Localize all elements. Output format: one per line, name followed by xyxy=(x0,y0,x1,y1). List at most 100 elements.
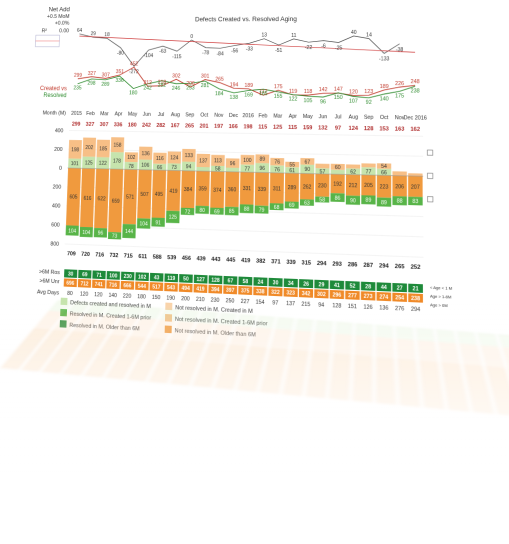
positive-bar-segment xyxy=(226,168,240,172)
month-label: May xyxy=(303,114,314,120)
backlog-total-value: 456 xyxy=(182,255,191,262)
net-add-value: 0 xyxy=(190,34,193,40)
gt6m-value: 58 xyxy=(242,279,248,286)
reflection-bar xyxy=(376,325,394,339)
net-add-value: 64 xyxy=(77,28,83,34)
resolved-value: 169 xyxy=(244,92,253,98)
y-tick-label: 200 xyxy=(52,184,61,190)
resolved-value: 150 xyxy=(334,95,343,101)
negative-bar-label: 507 xyxy=(140,192,149,199)
gt6m-value: 26 xyxy=(303,281,309,288)
lt6m-value: 419 xyxy=(196,286,205,293)
positive-bar-segment xyxy=(346,164,360,168)
positive-bar-label: 116 xyxy=(156,156,164,162)
negative-bar-label: 144 xyxy=(125,229,134,236)
created-row-value: 159 xyxy=(303,125,312,131)
backlog-total-value: 339 xyxy=(286,259,296,266)
negative-bar-label: 58 xyxy=(319,197,325,204)
created-value: 351 xyxy=(116,69,125,75)
reflection-bar xyxy=(295,318,314,331)
created-value: 194 xyxy=(230,82,239,88)
gt6m-value: 102 xyxy=(138,274,147,281)
lt6m-value: 274 xyxy=(379,294,388,301)
net-add-value: 13 xyxy=(261,33,267,39)
backlog-total-value: 252 xyxy=(411,264,421,271)
chart-title: Defects Created vs. Resolved Aging xyxy=(195,16,297,24)
negative-bar-label: 331 xyxy=(243,186,252,193)
created-value: 189 xyxy=(244,83,253,89)
negative-bar-label: 104 xyxy=(140,221,149,228)
month-label: 2016 xyxy=(242,113,254,119)
resolved-value: 185 xyxy=(259,91,268,97)
resolved-value: 336 xyxy=(115,78,124,84)
month-label: 2015 xyxy=(71,111,82,117)
negative-bar-label: 80 xyxy=(199,208,205,215)
positive-bar-label: 96 xyxy=(230,161,236,167)
positive-bar-label: 102 xyxy=(127,155,135,161)
created-value: 248 xyxy=(411,79,420,85)
negative-bar-label: 72 xyxy=(185,209,191,216)
net-add-value: -133 xyxy=(379,56,390,62)
negative-bar-label: 79 xyxy=(259,207,265,214)
negative-bar-label: 91 xyxy=(155,220,161,227)
month-label: Dec xyxy=(229,113,239,119)
reflection-bar xyxy=(291,330,312,351)
reflection-bar xyxy=(315,320,334,333)
positive-bar-label: 106 xyxy=(141,162,150,168)
created-value: 299 xyxy=(74,73,82,79)
negative-bar-label: 605 xyxy=(69,195,77,201)
net-add-value: -78 xyxy=(202,50,209,56)
gt6m-value: 41 xyxy=(334,283,340,290)
positive-bar-segment xyxy=(315,164,329,169)
created-row-value: 265 xyxy=(185,123,194,129)
reflection-bar xyxy=(438,342,460,364)
created-row-value: 115 xyxy=(258,124,267,130)
gt6m-value: 43 xyxy=(154,275,160,282)
right-marker-box xyxy=(427,150,432,155)
negative-bar-label: 192 xyxy=(333,181,342,188)
negative-bar-label: 85 xyxy=(229,209,235,216)
positive-bar-label: 136 xyxy=(142,151,151,157)
net-add-value: 14 xyxy=(366,32,372,38)
created-row-value: 307 xyxy=(100,122,109,128)
lt6m-value: 394 xyxy=(211,287,220,294)
negative-bar-label: 230 xyxy=(318,183,327,190)
backlog-total-value: 419 xyxy=(241,258,250,265)
month-label: Sep xyxy=(364,115,374,122)
resolved-value: 92 xyxy=(366,100,372,106)
resolved-value: 175 xyxy=(395,93,404,99)
resolved-value: 107 xyxy=(349,98,358,104)
backlog-total-value: 709 xyxy=(67,251,76,258)
positive-bar-label: 78 xyxy=(128,164,134,170)
y-tick-label: 400 xyxy=(55,128,64,134)
created-value: 302 xyxy=(172,73,181,79)
backlog-total-value: 294 xyxy=(379,263,389,270)
resolved-value: 140 xyxy=(380,96,389,102)
resolved-value: 138 xyxy=(229,95,238,101)
y-tick-label: 400 xyxy=(52,203,61,209)
positive-bar-label: 198 xyxy=(71,147,79,153)
positive-bar-label: 101 xyxy=(71,161,79,167)
right-marker-box xyxy=(427,173,432,178)
negative-bar-label: 69 xyxy=(214,209,220,216)
positive-bar-label: 122 xyxy=(99,161,107,167)
negative-bar-label: 289 xyxy=(288,185,297,192)
negative-bar-label: 311 xyxy=(273,186,281,193)
created-value: 226 xyxy=(395,81,404,87)
reflection-bar xyxy=(456,331,477,345)
gt6m-value: 21 xyxy=(413,286,419,293)
gt6m-value: 34 xyxy=(288,281,294,288)
negative-bar-label: 360 xyxy=(228,187,237,194)
lt6m-value: 517 xyxy=(152,284,161,291)
negative-bar-label: 262 xyxy=(303,184,312,191)
positive-bar-label: 185 xyxy=(99,146,107,152)
reflection-bar xyxy=(236,314,256,327)
negative-bar-label: 90 xyxy=(350,198,356,205)
reflection-bar xyxy=(459,344,482,366)
backlog-total-value: 732 xyxy=(109,253,118,260)
reflection-bar xyxy=(354,335,373,356)
reflection-bar xyxy=(275,317,295,330)
month-label: Feb xyxy=(86,111,95,117)
backlog-total-value: 315 xyxy=(302,260,312,267)
negative-bar-label: 212 xyxy=(349,183,358,190)
